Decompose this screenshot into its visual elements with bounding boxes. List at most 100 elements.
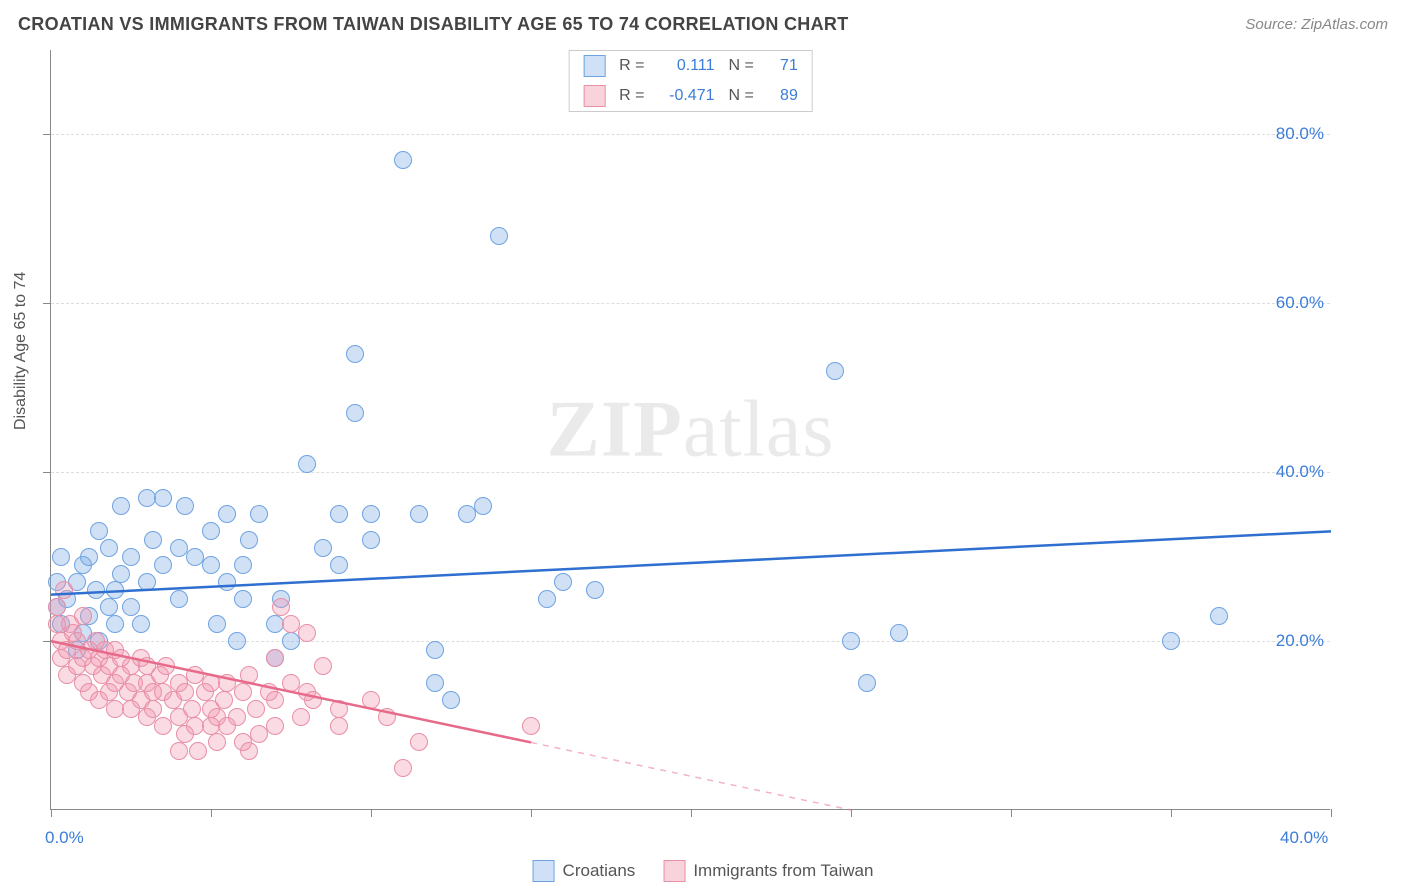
data-point-taiwan (362, 691, 380, 709)
data-point-taiwan (208, 733, 226, 751)
chart-title: CROATIAN VS IMMIGRANTS FROM TAIWAN DISAB… (18, 14, 849, 35)
data-point-croatians (890, 624, 908, 642)
data-point-croatians (240, 531, 258, 549)
y-tick-label: 60.0% (1276, 293, 1324, 313)
data-point-croatians (346, 345, 364, 363)
data-point-taiwan (272, 598, 290, 616)
data-point-croatians (490, 227, 508, 245)
data-point-taiwan (157, 657, 175, 675)
data-point-croatians (234, 556, 252, 574)
data-point-taiwan (266, 691, 284, 709)
data-point-croatians (362, 531, 380, 549)
plot-area: ZIPatlas R =0.111N =71R =-0.471N =89 20.… (50, 50, 1330, 810)
y-tick (43, 472, 51, 473)
data-point-taiwan (228, 708, 246, 726)
data-point-croatians (154, 489, 172, 507)
data-point-croatians (410, 505, 428, 523)
x-tick (1011, 809, 1012, 817)
data-point-taiwan (266, 649, 284, 667)
legend-swatch (583, 85, 605, 107)
x-tick (531, 809, 532, 817)
data-point-taiwan (330, 700, 348, 718)
data-point-croatians (170, 590, 188, 608)
x-tick (1331, 809, 1332, 817)
legend-stats-box: R =0.111N =71R =-0.471N =89 (568, 50, 813, 112)
data-point-taiwan (144, 700, 162, 718)
data-point-croatians (586, 581, 604, 599)
data-point-croatians (858, 674, 876, 692)
data-point-croatians (228, 632, 246, 650)
n-label: N = (729, 87, 754, 105)
r-label: R = (619, 57, 644, 75)
data-point-taiwan (176, 683, 194, 701)
data-point-croatians (1162, 632, 1180, 650)
data-point-taiwan (240, 666, 258, 684)
legend-series-label: Immigrants from Taiwan (693, 861, 873, 881)
legend-swatch (533, 860, 555, 882)
gridline (51, 472, 1330, 473)
data-point-croatians (426, 674, 444, 692)
data-point-taiwan (55, 581, 73, 599)
y-tick-label: 40.0% (1276, 462, 1324, 482)
data-point-taiwan (234, 683, 252, 701)
data-point-croatians (346, 404, 364, 422)
data-point-taiwan (215, 691, 233, 709)
n-value: 89 (768, 87, 798, 105)
legend-series-label: Croatians (563, 861, 636, 881)
data-point-croatians (144, 531, 162, 549)
y-tick-label: 80.0% (1276, 124, 1324, 144)
data-point-taiwan (74, 607, 92, 625)
data-point-croatians (538, 590, 556, 608)
title-bar: CROATIAN VS IMMIGRANTS FROM TAIWAN DISAB… (18, 14, 1388, 35)
data-point-taiwan (304, 691, 322, 709)
data-point-taiwan (522, 717, 540, 735)
data-point-croatians (132, 615, 150, 633)
legend-series-item: Croatians (533, 860, 636, 882)
legend-stat-row: R =0.111N =71 (569, 51, 812, 81)
legend-series-item: Immigrants from Taiwan (663, 860, 873, 882)
data-point-croatians (826, 362, 844, 380)
data-point-croatians (100, 598, 118, 616)
data-point-croatians (202, 522, 220, 540)
legend-swatch (663, 860, 685, 882)
legend-swatch (583, 55, 605, 77)
data-point-taiwan (330, 717, 348, 735)
data-point-croatians (1210, 607, 1228, 625)
data-point-croatians (202, 556, 220, 574)
gridline (51, 134, 1330, 135)
data-point-croatians (80, 548, 98, 566)
data-point-croatians (122, 548, 140, 566)
data-point-taiwan (378, 708, 396, 726)
data-point-croatians (330, 556, 348, 574)
data-point-croatians (842, 632, 860, 650)
data-point-taiwan (394, 759, 412, 777)
data-point-croatians (474, 497, 492, 515)
data-point-taiwan (48, 598, 66, 616)
y-tick (43, 134, 51, 135)
x-tick (851, 809, 852, 817)
x-axis-max-label: 40.0% (1280, 828, 1328, 848)
n-label: N = (729, 57, 754, 75)
data-point-croatians (52, 548, 70, 566)
data-point-taiwan (298, 624, 316, 642)
data-point-croatians (176, 497, 194, 515)
x-tick (1171, 809, 1172, 817)
x-tick (211, 809, 212, 817)
data-point-croatians (90, 522, 108, 540)
data-point-croatians (100, 539, 118, 557)
data-point-croatians (426, 641, 444, 659)
legend-series: Croatians Immigrants from Taiwan (533, 860, 874, 882)
r-value: 0.111 (659, 57, 715, 75)
data-point-taiwan (314, 657, 332, 675)
trendline-extrapolated-taiwan (531, 742, 851, 810)
watermark-rest: atlas (683, 385, 835, 473)
data-point-croatians (106, 581, 124, 599)
data-point-taiwan (247, 700, 265, 718)
data-point-croatians (87, 581, 105, 599)
data-point-taiwan (292, 708, 310, 726)
data-point-taiwan (170, 742, 188, 760)
data-point-croatians (554, 573, 572, 591)
data-point-taiwan (183, 700, 201, 718)
x-tick (51, 809, 52, 817)
data-point-taiwan (189, 742, 207, 760)
